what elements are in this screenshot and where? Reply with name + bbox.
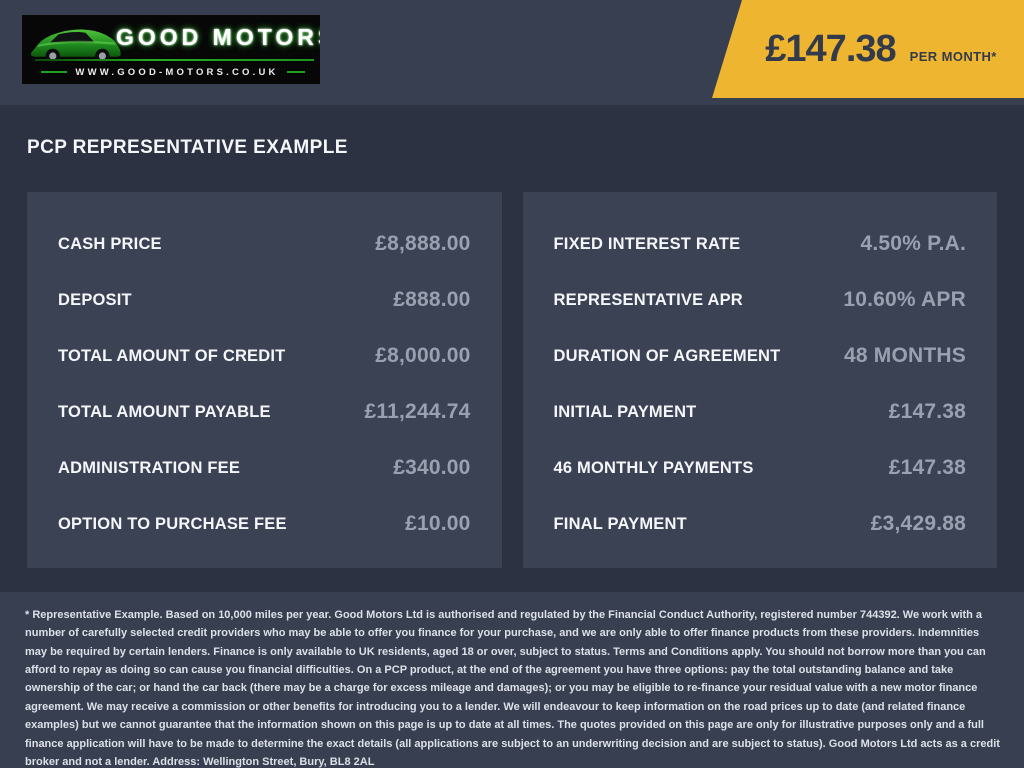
finance-row: OPTION TO PURCHASE FEE £10.00 [58, 496, 471, 552]
finance-value: 4.50% P.A. [860, 232, 966, 255]
finance-value: £340.00 [393, 456, 471, 479]
finance-row: CASH PRICE £8,888.00 [58, 216, 471, 272]
finance-label: 46 MONTHLY PAYMENTS [553, 458, 754, 477]
monthly-price-badge: £147.38 PER MONTH* [712, 0, 1024, 98]
finance-panels: CASH PRICE £8,888.00 DEPOSIT £888.00 TOT… [27, 192, 997, 568]
finance-label: OPTION TO PURCHASE FEE [58, 514, 287, 533]
monthly-price: £147.38 [765, 27, 896, 70]
finance-value: £147.38 [888, 400, 966, 423]
finance-value: £8,000.00 [375, 344, 471, 367]
dealer-name: GOOD MOTORS [116, 24, 320, 50]
finance-label: INITIAL PAYMENT [553, 402, 697, 421]
finance-row: ADMINISTRATION FEE £340.00 [58, 440, 471, 496]
finance-label: FIXED INTEREST RATE [553, 234, 741, 253]
finance-row: REPRESENTATIVE APR 10.60% APR [554, 272, 967, 328]
logo-line-right [286, 71, 305, 73]
finance-value: 10.60% APR [843, 288, 966, 311]
finance-label: DEPOSIT [58, 290, 132, 309]
finance-value: £3,429.88 [870, 512, 966, 535]
finance-row: INITIAL PAYMENT £147.38 [554, 384, 967, 440]
finance-row: DURATION OF AGREEMENT 48 MONTHS [554, 328, 967, 384]
finance-example-section: PCP REPRESENTATIVE EXAMPLE CASH PRICE £8… [0, 105, 1024, 592]
finance-label: FINAL PAYMENT [553, 514, 687, 533]
finance-label: TOTAL AMOUNT PAYABLE [58, 402, 271, 421]
finance-label: ADMINISTRATION FEE [58, 458, 241, 477]
finance-label: REPRESENTATIVE APR [553, 290, 743, 309]
dealer-website-text: WWW.GOOD-MOTORS.CO.UK [75, 66, 279, 78]
per-month-label: PER MONTH* [909, 48, 997, 64]
finance-row: FIXED INTEREST RATE 4.50% P.A. [554, 216, 967, 272]
dealer-logo: GOOD MOTORS WWW.GOOD-MOTORS.CO.UK [22, 15, 320, 84]
finance-value: 48 MONTHS [844, 344, 966, 367]
finance-panel-amounts: CASH PRICE £8,888.00 DEPOSIT £888.00 TOT… [27, 192, 502, 568]
finance-panel-terms: FIXED INTEREST RATE 4.50% P.A. REPRESENT… [522, 192, 997, 568]
logo-divider [35, 59, 314, 61]
finance-value: £11,244.74 [364, 400, 471, 423]
disclaimer-text: * Representative Example. Based on 10,00… [25, 609, 1000, 768]
finance-value: £888.00 [393, 288, 471, 311]
finance-row: 46 MONTHLY PAYMENTS £147.38 [554, 440, 967, 496]
finance-value: £10.00 [405, 512, 471, 535]
finance-value: £8,888.00 [375, 232, 471, 255]
header-band: GOOD MOTORS WWW.GOOD-MOTORS.CO.UK £147.3… [0, 0, 1024, 105]
dealer-website: WWW.GOOD-MOTORS.CO.UK [34, 64, 312, 80]
disclaimer-band: * Representative Example. Based on 10,00… [0, 592, 1024, 768]
finance-row: TOTAL AMOUNT OF CREDIT £8,000.00 [58, 328, 471, 384]
finance-row: FINAL PAYMENT £3,429.88 [554, 496, 967, 552]
finance-value: £147.38 [888, 456, 966, 479]
finance-label: DURATION OF AGREEMENT [553, 346, 781, 365]
logo-line-left [41, 71, 68, 73]
finance-row: TOTAL AMOUNT PAYABLE £11,244.74 [58, 384, 471, 440]
finance-label: CASH PRICE [58, 234, 162, 253]
finance-label: TOTAL AMOUNT OF CREDIT [58, 346, 286, 365]
finance-row: DEPOSIT £888.00 [58, 272, 471, 328]
page-title: PCP REPRESENTATIVE EXAMPLE [27, 137, 348, 158]
